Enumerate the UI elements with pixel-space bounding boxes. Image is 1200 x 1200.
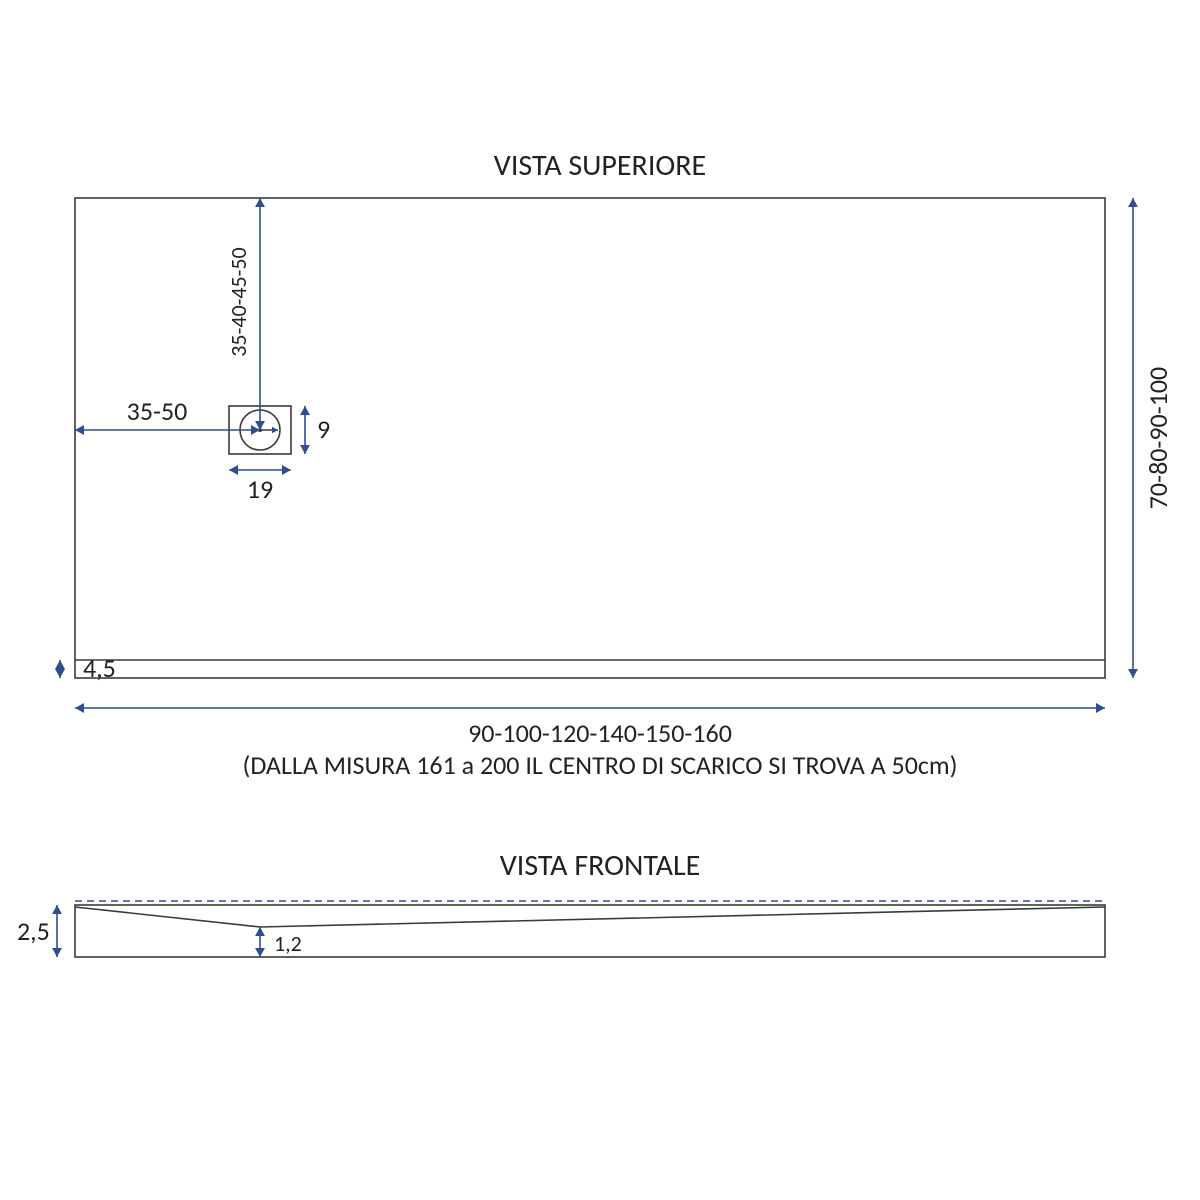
dim-thick-label: 2,5 <box>17 915 50 947</box>
dim-drain-w-label: 19 <box>247 473 273 505</box>
dim-drain-h-label: 9 <box>317 413 330 445</box>
front-view-outline <box>75 905 1105 957</box>
front-dip-left <box>75 907 260 927</box>
dim-band-label: 4,5 <box>83 652 116 684</box>
title-top-view: VISTA SUPERIORE <box>494 147 706 184</box>
dim-drain-left-label: 35-50 <box>127 395 188 427</box>
title-front-view: VISTA FRONTALE <box>500 847 700 884</box>
front-dip-right <box>260 907 1105 927</box>
dim-height-label: 70-80-90-100 <box>1142 367 1174 509</box>
dim-width-note: (DALLA MISURA 161 a 200 IL CENTRO DI SCA… <box>242 749 957 781</box>
dim-width-label: 90-100-120-140-150-160 <box>468 717 732 749</box>
dim-dip-label: 1,2 <box>274 930 302 957</box>
dim-drain-top-label: 35-40-45-50 <box>225 247 252 356</box>
